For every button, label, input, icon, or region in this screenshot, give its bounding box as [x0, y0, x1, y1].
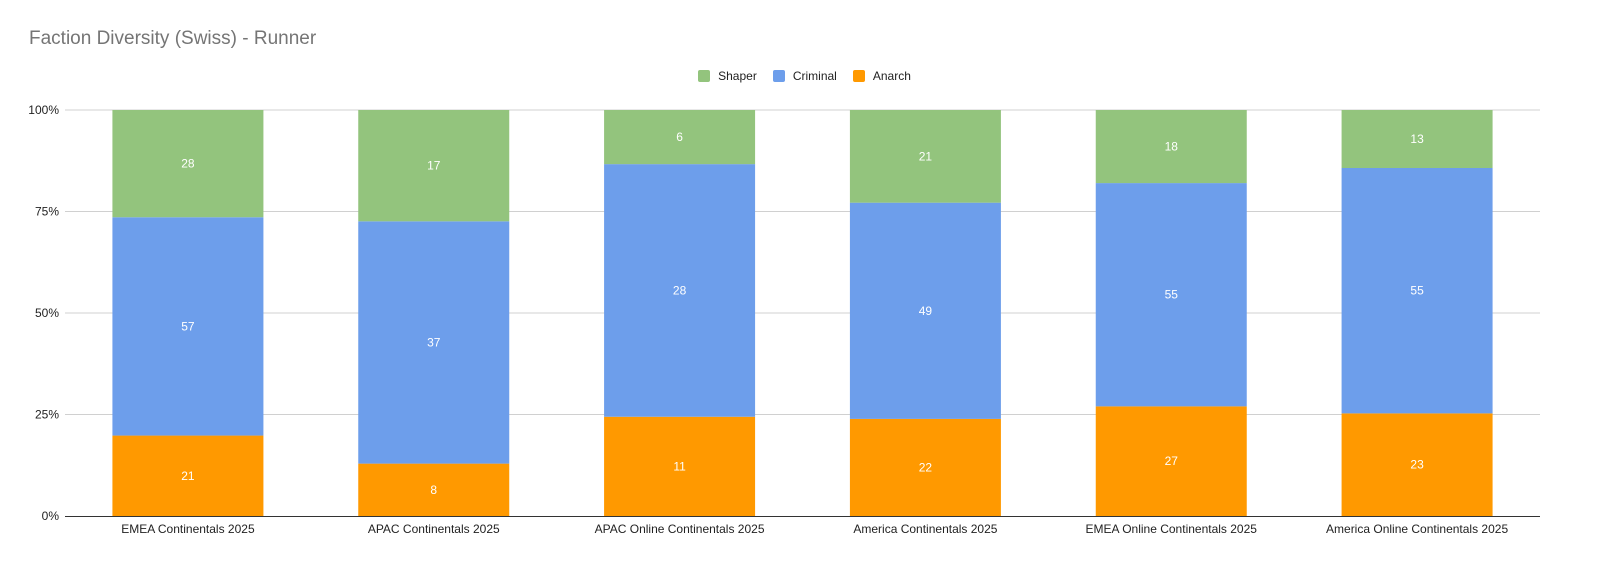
data-label-criminal: 49 [919, 304, 933, 318]
data-label-shaper: 17 [427, 159, 441, 173]
legend-label-criminal: Criminal [792, 69, 837, 83]
y-tick-label: 100% [28, 103, 59, 117]
data-label-anarch: 21 [181, 469, 195, 483]
data-label-shaper: 6 [676, 130, 683, 144]
data-label-anarch: 11 [673, 459, 686, 473]
data-label-shaper: 18 [1165, 140, 1179, 154]
legend-item-criminal[interactable]: Criminal [772, 69, 837, 83]
data-label-shaper: 21 [919, 149, 933, 163]
x-tick-label: APAC Continentals 2025 [368, 522, 500, 536]
bar-anarch [849, 418, 1001, 516]
bar-criminal [1095, 183, 1247, 407]
data-label-shaper: 13 [1410, 132, 1424, 146]
data-label-criminal: 55 [1410, 284, 1424, 298]
data-label-criminal: 57 [181, 319, 195, 333]
legend: Shaper Criminal Anarch [0, 69, 1601, 83]
x-tick-label: EMEA Online Continentals 2025 [1086, 522, 1258, 536]
chart-title: Faction Diversity (Swiss) - Runner [29, 28, 317, 49]
bar-shaper [849, 110, 1001, 203]
data-label-anarch: 22 [919, 460, 933, 474]
legend-item-shaper[interactable]: Shaper [698, 69, 757, 83]
x-tick-label: America Online Continentals 2025 [1326, 522, 1508, 536]
bar-anarch [358, 463, 510, 516]
bar-criminal [112, 217, 264, 436]
bar-shaper [1095, 110, 1247, 184]
x-tick-label: America Continentals 2025 [853, 522, 997, 536]
x-tick-label: EMEA Continentals 2025 [121, 522, 255, 536]
bar-anarch [112, 435, 264, 516]
y-tick-label: 50% [35, 306, 59, 320]
bar-shaper [358, 110, 510, 222]
data-label-shaper: 28 [181, 157, 195, 171]
legend-label-shaper: Shaper [718, 69, 757, 83]
legend-swatch-shaper [698, 70, 711, 82]
legend-label-anarch: Anarch [872, 69, 911, 83]
y-tick-label: 25% [35, 408, 59, 422]
data-label-anarch: 8 [430, 483, 437, 497]
legend-swatch-anarch [852, 70, 865, 82]
bar-anarch [1095, 406, 1247, 516]
data-label-criminal: 55 [1165, 288, 1179, 302]
data-label-anarch: 27 [1165, 454, 1179, 468]
bar-criminal [1341, 168, 1493, 414]
bar-shaper [604, 110, 756, 165]
x-tick-label: APAC Online Continentals 2025 [595, 522, 765, 536]
bar-shaper [1341, 110, 1493, 168]
bar-criminal [849, 202, 1001, 419]
bar-criminal [358, 221, 510, 464]
data-label-criminal: 37 [427, 335, 441, 349]
data-label-anarch: 23 [1410, 458, 1424, 472]
legend-swatch-criminal [772, 70, 785, 82]
bar-shaper [112, 110, 264, 218]
bar-criminal [604, 164, 756, 417]
data-label-criminal: 28 [673, 283, 687, 297]
y-tick-label: 75% [35, 205, 59, 219]
legend-item-anarch[interactable]: Anarch [852, 69, 911, 83]
bar-anarch [1341, 413, 1493, 516]
bar-anarch [604, 416, 756, 516]
y-tick-label: 0% [42, 509, 60, 523]
